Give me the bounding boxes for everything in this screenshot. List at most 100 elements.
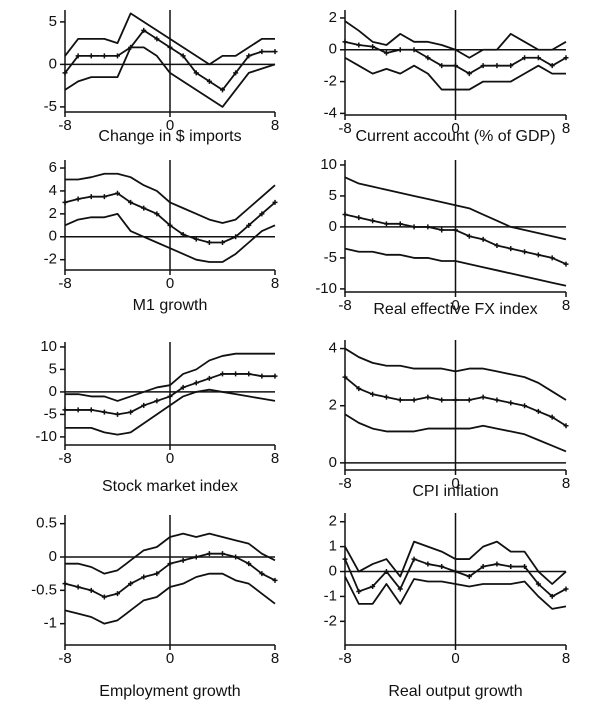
point-marker — [397, 47, 403, 53]
y-tick-label: 5 — [329, 187, 337, 204]
y-tick-label: 2 — [329, 397, 337, 414]
point-marker — [259, 211, 265, 217]
x-tick-label: 0 — [451, 475, 459, 492]
point-marker — [411, 397, 417, 403]
point-marker — [439, 564, 445, 570]
x-tick-label: 0 — [166, 275, 174, 292]
point-marker — [101, 409, 107, 415]
series-line — [64, 572, 276, 625]
point-marker — [342, 39, 348, 45]
point-marker — [75, 407, 81, 413]
point-marker — [535, 581, 541, 587]
point-marker — [453, 227, 458, 233]
point-marker — [101, 194, 107, 200]
chart-title: Real output growth — [388, 683, 522, 700]
series-line — [65, 352, 275, 402]
point-marker — [154, 571, 160, 577]
y-tick-label: -5 — [44, 98, 57, 115]
point-marker — [535, 408, 541, 414]
point-marker — [220, 371, 225, 377]
y-tick-label: 0 — [329, 454, 337, 471]
chart-title: Stock market index — [102, 478, 238, 495]
series-line — [65, 172, 276, 224]
x-tick-label: 8 — [562, 120, 570, 137]
x-tick-label: 0 — [451, 650, 459, 667]
point-marker — [88, 407, 94, 413]
point-marker — [233, 234, 239, 240]
point-marker — [356, 215, 362, 221]
point-marker — [453, 63, 458, 69]
y-tick-label: 0 — [49, 383, 57, 400]
x-tick-label: 8 — [562, 650, 570, 667]
x-tick-label: 0 — [451, 120, 459, 137]
y-tick-label: 5 — [49, 13, 57, 30]
x-tick-label: -8 — [338, 650, 351, 667]
point-marker — [439, 397, 445, 403]
y-tick-label: -4 — [324, 104, 337, 121]
point-marker — [356, 386, 362, 392]
point-marker — [383, 50, 389, 56]
y-tick-label: 2 — [329, 9, 337, 26]
y-tick-label: -2 — [324, 73, 337, 90]
point-marker — [220, 240, 225, 245]
point-marker — [494, 397, 500, 403]
y-tick-label: -0.5 — [31, 581, 57, 598]
point-marker — [272, 199, 278, 205]
y-tick-label: 10 — [320, 156, 337, 173]
point-marker — [180, 231, 186, 237]
point-marker — [411, 224, 417, 230]
point-marker — [563, 55, 569, 61]
series-line — [64, 212, 276, 263]
point-marker — [206, 375, 212, 381]
point-marker — [246, 53, 252, 59]
point-marker — [88, 194, 94, 200]
point-marker — [342, 556, 348, 562]
point-marker — [75, 196, 81, 202]
x-tick-label: 0 — [166, 650, 174, 667]
point-marker — [342, 212, 348, 218]
point-marker — [563, 586, 569, 592]
point-marker — [128, 409, 134, 415]
point-marker — [522, 403, 528, 409]
point-marker — [180, 557, 186, 563]
chart-title: Employment growth — [99, 683, 240, 700]
x-tick-label: 0 — [166, 450, 174, 467]
x-tick-label: -8 — [58, 275, 71, 292]
point-marker — [425, 55, 431, 61]
point-marker — [246, 371, 252, 377]
x-tick-label: -8 — [338, 475, 351, 492]
x-tick-label: 0 — [451, 297, 459, 314]
y-tick-label: 0.5 — [36, 515, 57, 532]
point-marker — [88, 53, 94, 59]
y-tick-label: -10 — [315, 280, 337, 297]
point-marker — [167, 222, 173, 228]
point-marker — [508, 400, 514, 406]
point-marker — [439, 63, 445, 69]
point-marker — [167, 393, 173, 399]
point-marker — [522, 249, 528, 255]
point-marker — [466, 574, 472, 580]
point-marker — [193, 236, 199, 242]
y-tick-label: 6 — [49, 159, 57, 176]
point-marker — [480, 394, 486, 400]
point-marker — [383, 569, 389, 575]
point-marker — [154, 398, 160, 404]
y-tick-label: 2 — [329, 513, 337, 530]
point-marker — [522, 564, 528, 570]
y-tick-label: 2 — [49, 205, 57, 222]
point-marker — [220, 551, 225, 557]
point-marker — [128, 581, 134, 587]
series-line — [344, 176, 567, 241]
point-marker — [167, 561, 173, 567]
point-marker — [453, 569, 458, 575]
y-tick-label: 5 — [49, 360, 57, 377]
point-marker — [272, 373, 278, 379]
point-marker — [167, 44, 173, 50]
point-marker — [233, 70, 239, 76]
point-marker — [356, 588, 362, 594]
point-marker — [101, 594, 107, 600]
y-tick-label: -1 — [324, 587, 337, 604]
chart-title: CPI inflation — [412, 483, 498, 500]
point-marker — [549, 593, 555, 599]
y-tick-label: 4 — [329, 340, 337, 357]
